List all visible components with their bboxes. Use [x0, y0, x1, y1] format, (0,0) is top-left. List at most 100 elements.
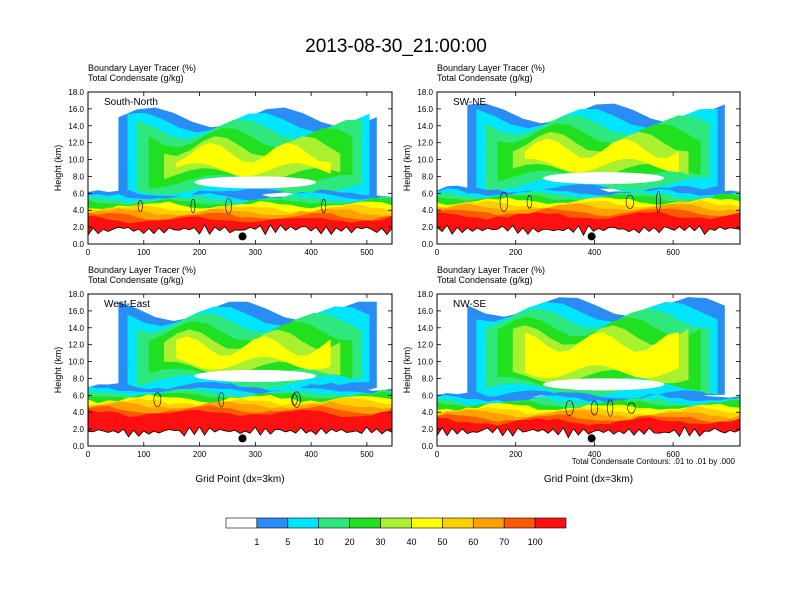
cloud-layer-5 [524, 138, 679, 173]
y-tick-label: 14.0 [417, 122, 433, 131]
x-tick-label: 300 [249, 450, 263, 459]
y-tick-label: 6.0 [422, 391, 434, 400]
y-axis-label: Height (km) [53, 347, 63, 394]
cloud-layer-5 [176, 142, 331, 177]
colorbar: 1 5 10 20 30 40 50 60 70 100 [225, 517, 567, 547]
panels: 0.0 2.0 4.0 6.0 8.0 10.0 12.0 14.0 16.0 18.0 0 100 2… [53, 63, 741, 485]
y-tick-label: 6.0 [73, 189, 85, 198]
plot-area [88, 107, 392, 244]
clear-gap [194, 369, 316, 382]
x-tick-label: 0 [86, 248, 91, 257]
figure-title: 2013-08-30_21:00:00 [305, 36, 487, 57]
colorbar-label: 60 [468, 537, 478, 547]
condensate-contour [625, 194, 635, 209]
cloud-layer-5 [524, 332, 679, 379]
x-tick-label: 600 [666, 248, 680, 257]
x-tick-label: 200 [509, 248, 523, 257]
colorbar-label: 1 [254, 537, 259, 547]
clear-gap [543, 378, 665, 391]
y-tick-label: 10.0 [417, 358, 433, 367]
x-axis-label: Grid Point (dx=3km) [544, 474, 633, 485]
location-marker [587, 434, 596, 443]
plot-frame [87, 91, 393, 245]
colorbar-label: 20 [345, 537, 355, 547]
plot-area [88, 301, 392, 446]
y-tick-label: 4.0 [422, 408, 434, 417]
colorbar-swatch [318, 517, 350, 529]
y-tick-label: 14.0 [68, 324, 84, 333]
x-tick-label: 400 [304, 248, 318, 257]
colorbar-label: 100 [528, 537, 543, 547]
y-tick-label: 16.0 [68, 105, 84, 114]
condensate-contour [656, 191, 661, 213]
x-axis-label: Grid Point (dx=3km) [195, 474, 284, 485]
y-tick-label: 4.0 [73, 206, 85, 215]
plot-frame [436, 91, 741, 245]
panel-header-line: Total Condensate (g/kg) [437, 275, 533, 285]
y-tick-label: 18.0 [68, 290, 84, 299]
y-tick-label: 0.0 [73, 240, 85, 249]
y-tick-label: 10.0 [417, 156, 433, 165]
y-tick-label: 2.0 [422, 223, 434, 232]
colorbar-swatch [442, 517, 474, 529]
y-tick-label: 4.0 [73, 408, 85, 417]
panel-label: NW-SE [453, 299, 486, 310]
y-tick-label: 4.0 [422, 206, 434, 215]
cloud-layer-5 [176, 336, 331, 370]
condensate-contour [225, 197, 232, 215]
x-tick-label: 500 [360, 450, 374, 459]
condensate-contour [321, 198, 327, 214]
clear-gap [194, 176, 316, 189]
x-tick-label: 0 [435, 450, 440, 459]
x-tick-label: 200 [193, 450, 207, 459]
plot-area [437, 103, 740, 244]
condensate-contour [627, 402, 636, 414]
condensate-contour [565, 400, 574, 416]
y-tick-label: 12.0 [417, 139, 433, 148]
colorbar-swatch [225, 517, 258, 529]
condensate-contour [218, 391, 225, 408]
colorbar-swatch [503, 517, 536, 529]
panel-header-line: Total Condensate (g/kg) [437, 73, 533, 83]
condensate-contour [292, 391, 301, 408]
panel-header-line: Boundary Layer Tracer (%) [88, 265, 196, 275]
y-tick-label: 16.0 [417, 307, 433, 316]
plot-frame [436, 293, 741, 447]
colorbar-swatch [256, 517, 289, 529]
x-tick-label: 600 [666, 450, 680, 459]
panel-header-line: Boundary Layer Tracer (%) [88, 63, 196, 73]
condensate-contour [499, 191, 509, 212]
condensate-contour [153, 392, 162, 407]
colorbar-label: 30 [376, 537, 386, 547]
panel-header-line: Total Condensate (g/kg) [88, 275, 184, 285]
x-tick-label: 500 [360, 248, 374, 257]
colorbar-swatch [287, 517, 320, 529]
y-tick-label: 14.0 [68, 122, 84, 131]
location-marker [238, 232, 247, 241]
y-tick-label: 8.0 [422, 374, 434, 383]
y-tick-label: 12.0 [417, 341, 433, 350]
y-tick-label: 2.0 [422, 425, 434, 434]
y-tick-label: 8.0 [73, 374, 85, 383]
x-tick-label: 400 [304, 450, 318, 459]
y-tick-label: 2.0 [73, 223, 85, 232]
y-axis-label: Height (km) [402, 347, 412, 394]
panel-sw-ne: 0.0 2.0 4.0 6.0 8.0 10.0 12.0 14.0 16.0 18.0 0 200 4… [402, 63, 741, 257]
panel-south-north: 0.0 2.0 4.0 6.0 8.0 10.0 12.0 14.0 16.0 18.0 0 100 2… [53, 63, 393, 257]
y-tick-label: 10.0 [68, 358, 84, 367]
x-tick-label: 400 [588, 248, 602, 257]
location-marker [587, 232, 596, 241]
colorbar-swatch [534, 517, 567, 529]
colorbar-label: 40 [406, 537, 416, 547]
colorbar-label: 5 [285, 537, 290, 547]
condensate-contour [526, 195, 533, 209]
colorbar-swatch [411, 517, 443, 529]
panel-west-east: 0.0 2.0 4.0 6.0 8.0 10.0 12.0 14.0 16.0 18.0 0 100 2… [53, 265, 393, 485]
y-tick-label: 12.0 [68, 341, 84, 350]
panel-header-line: Boundary Layer Tracer (%) [437, 63, 545, 73]
y-axis-label: Height (km) [53, 145, 63, 192]
y-tick-label: 12.0 [68, 139, 84, 148]
x-tick-label: 200 [193, 248, 207, 257]
clear-gap [543, 172, 665, 185]
